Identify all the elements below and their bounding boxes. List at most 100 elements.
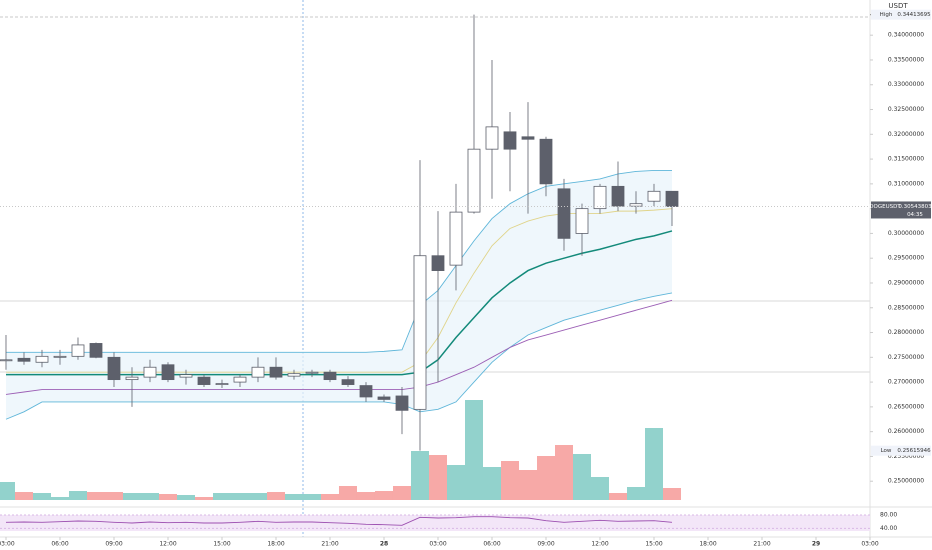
volume-bar (230, 493, 249, 500)
candle-body (611, 185, 625, 207)
x-tick-label: 15:00 (645, 541, 662, 548)
rsi-tick-label: 80.00 (880, 512, 897, 519)
candle-body (197, 376, 211, 385)
y-tick-label: 0.25000000 (888, 478, 924, 485)
volume-bar (14, 492, 33, 500)
candle-body (413, 255, 427, 410)
candle-body (233, 376, 247, 383)
volume-bar (446, 465, 465, 500)
candle-body (35, 355, 49, 363)
volume-bar (626, 487, 645, 500)
overlay-line (5, 170, 672, 353)
candle-body (539, 138, 553, 185)
volume-bar (104, 492, 123, 500)
volume-bar (68, 491, 87, 500)
y-tick-label: 0.28000000 (888, 329, 924, 336)
candle-body (593, 185, 607, 210)
candle-body (161, 364, 175, 381)
volume-bar (320, 494, 339, 500)
volume-bar (572, 454, 591, 500)
candle-body (125, 376, 139, 381)
volume-bar (86, 492, 105, 500)
x-tick-label: 09:00 (537, 541, 554, 548)
plot-layer: 0.25000000 0.25500000 0.26000000 0.26500000… (0, 9, 932, 548)
x-tick-label: 15:00 (213, 541, 230, 548)
countdown: 04:35 (907, 212, 923, 218)
volume-bar (212, 493, 231, 500)
overlay-line (5, 292, 673, 420)
volume-bar (536, 456, 555, 500)
candle-body (215, 383, 229, 385)
y-tick-label: 0.32000000 (888, 131, 924, 138)
volume-bar (644, 428, 663, 500)
candle-body (467, 148, 481, 213)
candle-body (647, 190, 661, 202)
volume-bar (158, 494, 177, 500)
volume-bar (356, 492, 375, 500)
candle-body (0, 359, 13, 362)
volume-bar (248, 493, 267, 500)
volume-bar (0, 482, 15, 500)
last-price-label: 0.30543803 (898, 204, 932, 210)
volume-bar (590, 477, 609, 500)
low-value: 0.25615946 (897, 448, 931, 454)
x-tick-label: 09:00 (105, 541, 122, 548)
y-tick-label: 0.27000000 (888, 379, 924, 386)
x-tick-label: 21:00 (321, 541, 338, 548)
candle-body (107, 356, 121, 381)
candle-body (89, 343, 103, 358)
low-label: Low (881, 448, 892, 454)
y-tick-label: 0.31500000 (888, 156, 924, 163)
candle-body (557, 188, 571, 239)
x-tick-label: 12:00 (159, 541, 176, 548)
candle-body (143, 366, 157, 378)
volume-bar (176, 495, 195, 500)
y-tick-label: 0.27500000 (888, 354, 924, 361)
candle-body (71, 344, 85, 357)
volume-bar (140, 493, 159, 500)
x-tick-label: 06:00 (483, 541, 500, 548)
x-tick-label: 18:00 (267, 541, 284, 548)
overlay-line (5, 299, 673, 395)
candle-body (179, 374, 193, 378)
rsi-line (5, 516, 673, 526)
candle-body (449, 211, 463, 266)
volume-bar (284, 494, 303, 500)
y-tick-label: 0.32500000 (888, 106, 924, 113)
volume-bar (464, 400, 483, 500)
symbol-label: DOGEUSDT (869, 204, 901, 210)
high-value: 0.34413695 (897, 12, 931, 18)
candle-body (359, 385, 373, 398)
volume-bar (266, 492, 285, 500)
candle-body (395, 395, 409, 411)
volume-bar (482, 467, 501, 500)
candle-body (269, 366, 283, 378)
candle-body (53, 355, 67, 358)
candle-body (629, 203, 643, 207)
low-box (871, 445, 931, 456)
candle-body (341, 379, 355, 385)
candle-body (665, 190, 679, 207)
high-box (871, 9, 931, 20)
rsi-tick-label: 40.00 (880, 525, 897, 532)
candle-body (377, 396, 391, 400)
y-tick-label: 0.26000000 (888, 428, 924, 435)
y-tick-label: 0.30000000 (888, 230, 924, 237)
y-tick-label: 0.31000000 (888, 180, 924, 187)
y-tick-label: 0.33500000 (888, 56, 924, 63)
x-tick-label: 12:00 (591, 541, 608, 548)
volume-bar (194, 497, 213, 500)
y-tick-label: 0.33000000 (888, 81, 924, 88)
candle-body (485, 126, 499, 150)
x-tick-label: 06:00 (51, 541, 68, 548)
x-tick-label: 03:00 (429, 541, 446, 548)
x-tick-label: 03:00 (0, 541, 15, 548)
x-tick-label: 18:00 (699, 541, 716, 548)
rsi-band (0, 515, 870, 531)
x-tick-label: 28 (380, 541, 388, 548)
candle-body (305, 371, 319, 374)
volume-bar (392, 486, 411, 500)
y-tick-label: 0.26500000 (888, 403, 924, 410)
volume-bar (518, 470, 537, 500)
